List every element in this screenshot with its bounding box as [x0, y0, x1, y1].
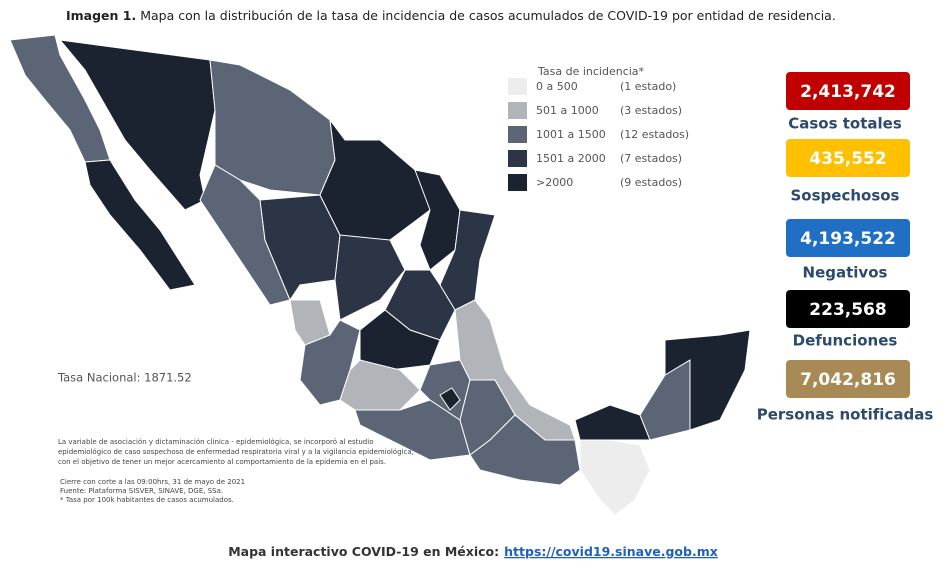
stat-box — [786, 72, 910, 110]
legend-count: (7 estados) — [620, 152, 682, 165]
footer: Mapa interactivo COVID-19 en México: http… — [228, 544, 718, 559]
legend-range: 1001 a 1500 — [536, 128, 606, 141]
legend-count: (1 estado) — [620, 80, 676, 93]
stat-value: 223,568 — [809, 300, 886, 320]
stat-box — [786, 139, 910, 177]
stat-box — [786, 360, 910, 398]
stat-label: Personas notificadas — [757, 406, 934, 424]
note: La variable de asociación y dictaminació… — [58, 438, 373, 446]
stat-value: 7,042,816 — [800, 370, 896, 390]
caption-label: Imagen 1. — [66, 8, 136, 23]
map — [9, 34, 751, 516]
stat-label: Sospechosos — [791, 187, 900, 205]
footer-text: Mapa interactivo COVID-19 en México: — [228, 544, 499, 559]
stat-value: 4,193,522 — [800, 229, 896, 249]
legend-swatch — [508, 174, 527, 191]
stat-value: 435,552 — [809, 149, 886, 169]
stats: 2,413,742 Casos totales 435,552 Sospechosos… — [757, 72, 934, 424]
legend-count: (9 estados) — [620, 176, 682, 189]
legend-count: (3 estados) — [620, 104, 682, 117]
legend: 0 a 500 (1 estado) 501 a 1000 (3 estados) 10… — [508, 78, 689, 191]
legend-count: (12 estados) — [620, 128, 689, 141]
legend-title: Tasa de incidencia* — [537, 65, 645, 78]
stat-box — [786, 219, 910, 257]
state — [469, 414, 581, 486]
legend-range: 501 a 1000 — [536, 104, 599, 117]
note: Cierre con corte a las 09:00hrs, 31 de m… — [60, 478, 245, 486]
note: epidemiológico de caso sospechoso de enf… — [58, 448, 414, 456]
caption-text: Mapa con la distribución de la tasa de i… — [140, 8, 836, 23]
national-rate: Tasa Nacional: 1871.52 — [57, 371, 192, 385]
state — [414, 169, 461, 271]
legend-swatch — [508, 78, 527, 95]
legend-range: 1501 a 2000 — [536, 152, 606, 165]
stat-label: Negativos — [803, 264, 888, 282]
stat-label: Defunciones — [793, 332, 898, 350]
legend-swatch — [508, 102, 527, 119]
stat-box — [786, 290, 910, 328]
state — [579, 439, 651, 516]
stat-label: Casos totales — [788, 115, 902, 133]
stat-value: 2,413,742 — [800, 82, 896, 102]
state — [439, 387, 461, 411]
legend-range: 0 a 500 — [536, 80, 578, 93]
state — [339, 359, 421, 411]
legend-swatch — [508, 126, 527, 143]
state — [334, 234, 406, 321]
footer-link[interactable]: https://covid19.sinave.gob.mx — [504, 544, 718, 559]
state — [574, 404, 651, 441]
state — [84, 159, 196, 291]
state — [319, 118, 441, 246]
note: Fuente: Plataforma SISVER, SINAVE, DGE, … — [60, 487, 223, 495]
notes: La variable de asociación y dictaminació… — [58, 438, 414, 504]
note: con el objetivo de tener un mejor acerca… — [58, 458, 386, 466]
legend-swatch — [508, 150, 527, 167]
legend-range: >2000 — [536, 176, 573, 189]
note: * Tasa por 100k habitantes de casos acum… — [60, 496, 234, 504]
caption: Imagen 1. Mapa con la distribución de la … — [66, 8, 836, 23]
state — [664, 329, 751, 431]
